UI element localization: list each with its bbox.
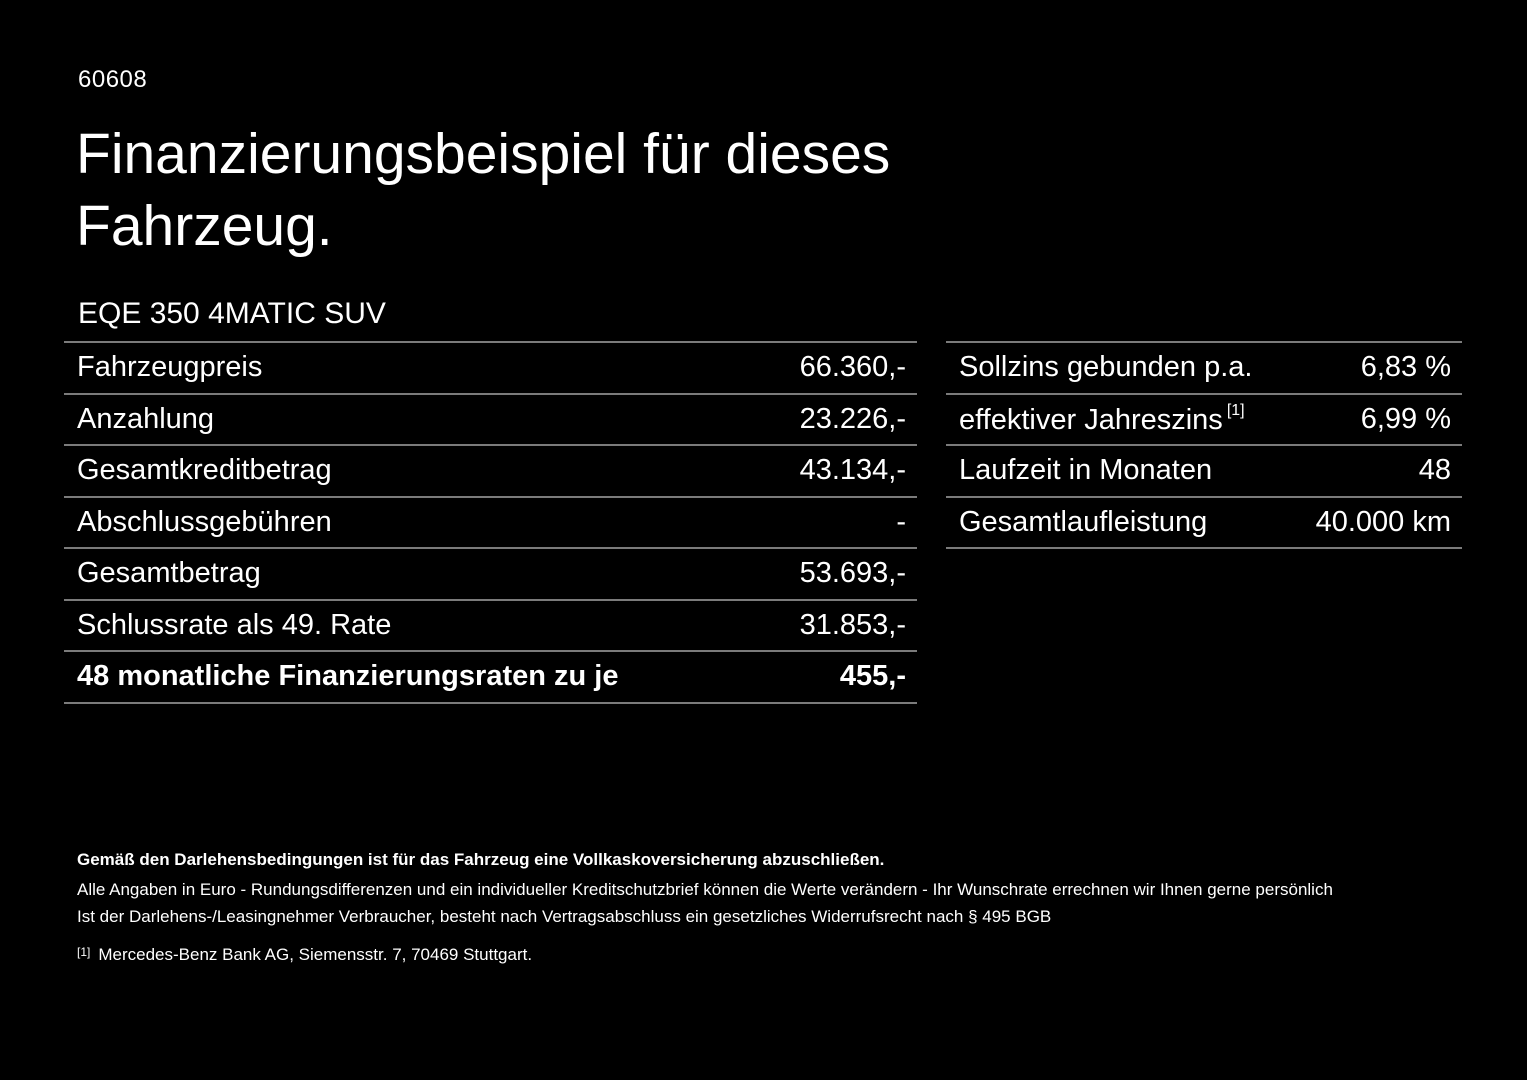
row-value: 6,83 % <box>1360 351 1451 384</box>
table-row: Gesamtlaufleistung 40.000 km <box>946 498 1462 549</box>
table-row: Gesamtkreditbetrag 43.134,- <box>64 446 917 498</box>
row-value: 66.360,- <box>799 351 906 384</box>
row-value: 53.693,- <box>799 557 906 590</box>
table-row-monthly-rate: 48 monatliche Finanzierungsraten zu je 4… <box>64 652 917 704</box>
footnote-reference-marker: [1] <box>77 945 91 959</box>
row-label: Laufzeit in Monaten <box>959 454 1213 487</box>
financing-table-left: Fahrzeugpreis 66.360,- Anzahlung 23.226,… <box>64 341 917 704</box>
financing-table-right: Sollzins gebunden p.a. 6,83 % effektiver… <box>946 341 1462 549</box>
footnote-euro-note: Alle Angaben in Euro - Rundungsdifferenz… <box>77 880 1333 899</box>
row-label: 48 monatliche Finanzierungsraten zu je <box>77 660 619 693</box>
row-value: - <box>896 505 906 538</box>
row-value: 48 <box>1418 454 1451 487</box>
row-value: 40.000 km <box>1315 505 1451 538</box>
row-value: 43.134,- <box>799 454 906 487</box>
row-label: effektiver Jahreszins [1] <box>959 401 1245 436</box>
table-row: Schlussrate als 49. Rate 31.853,- <box>64 601 917 652</box>
row-label: Abschlussgebühren <box>77 505 332 538</box>
table-row: Abschlussgebühren - <box>64 498 917 549</box>
row-label: Anzahlung <box>77 402 215 435</box>
doc-number: 60608 <box>78 66 148 93</box>
table-row: Fahrzeugpreis 66.360,- <box>64 343 917 395</box>
row-value: 6,99 % <box>1360 402 1451 435</box>
table-row: Anzahlung 23.226,- <box>64 395 917 446</box>
vehicle-model: EQE 350 4MATIC SUV <box>78 297 386 330</box>
footnote-reference: [1] Mercedes-Benz Bank AG, Siemensstr. 7,… <box>77 944 532 966</box>
row-label: Gesamtbetrag <box>77 557 261 590</box>
footnote-marker: [1] <box>1226 401 1245 419</box>
table-row: Laufzeit in Monaten 48 <box>946 446 1462 498</box>
row-label: Fahrzeugpreis <box>77 351 263 384</box>
page-title: Finanzierungsbeispiel für dieses Fahrzeu… <box>76 122 891 259</box>
footnote-insurance: Gemäß den Darlehensbedingungen ist für d… <box>77 850 885 869</box>
table-row: Sollzins gebunden p.a. 6,83 % <box>946 343 1462 395</box>
footnote-withdrawal-note: Ist der Darlehens-/Leasingnehmer Verbrau… <box>77 907 1052 926</box>
footnote-reference-text: Mercedes-Benz Bank AG, Siemensstr. 7, 70… <box>98 945 533 964</box>
row-label: Schlussrate als 49. Rate <box>77 608 392 641</box>
table-row: effektiver Jahreszins [1] 6,99 % <box>946 395 1462 446</box>
row-label: Gesamtkreditbetrag <box>77 454 332 487</box>
row-value: 31.853,- <box>799 608 906 641</box>
table-row: Gesamtbetrag 53.693,- <box>64 549 917 601</box>
row-label: Gesamtlaufleistung <box>959 505 1208 538</box>
row-value: 23.226,- <box>799 402 906 435</box>
row-label: Sollzins gebunden p.a. <box>959 351 1253 384</box>
row-value: 455,- <box>839 660 906 693</box>
